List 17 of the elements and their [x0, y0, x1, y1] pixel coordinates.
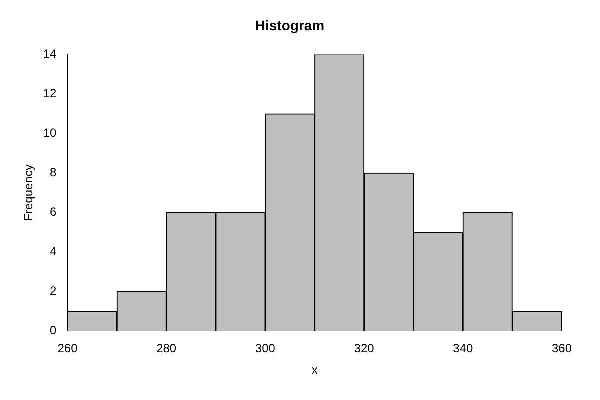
y-tick-label: 4	[50, 244, 58, 259]
chart-title: Histogram	[255, 17, 325, 34]
y-tick-label: 14	[43, 47, 58, 62]
y-tick-label: 0	[50, 324, 58, 338]
x-tick-label: 360	[552, 342, 572, 356]
x-tick-label: 300	[255, 342, 276, 356]
y-tick-label: 6	[50, 205, 58, 220]
y-tick-label: 12	[43, 86, 58, 101]
x-tick-label: 320	[354, 342, 375, 356]
x-tick-label: 280	[156, 342, 177, 356]
x-tick-label: 260	[58, 342, 78, 356]
y-tick-label: 8	[50, 166, 58, 180]
x-tick-label: 340	[453, 342, 474, 356]
y-tick-label: 10	[43, 126, 58, 140]
y-axis-title: Frequency	[22, 164, 36, 222]
y-tick-label: 2	[50, 284, 58, 298]
x-axis-title: x	[312, 363, 318, 378]
